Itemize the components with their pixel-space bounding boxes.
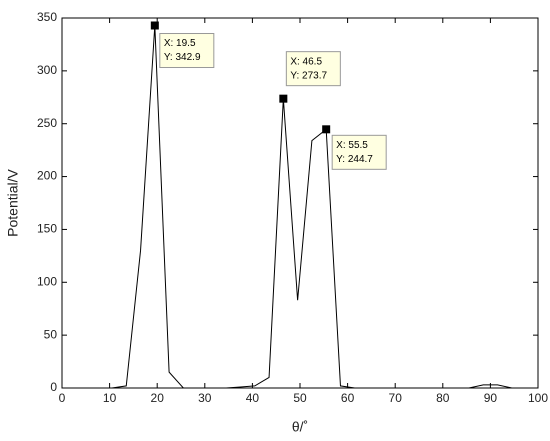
y-tick-label: 200	[37, 169, 57, 183]
data-line	[83, 25, 512, 389]
data-tip-marker	[322, 125, 331, 134]
data-tip: X: 46.5 Y: 273.7	[279, 51, 341, 103]
x-tick-label: 70	[389, 391, 403, 405]
data-tip-y: Y: 273.7	[290, 70, 327, 81]
data-tip: X: 19.5 Y: 342.9	[150, 21, 215, 69]
x-tick-label: 30	[198, 391, 212, 405]
data-tip-x: X: 19.5	[164, 38, 196, 49]
x-tick-label: 90	[484, 391, 498, 405]
y-tick-label: 100	[37, 274, 57, 288]
data-tip-x: X: 55.5	[336, 140, 368, 151]
data-tip-marker	[150, 21, 159, 30]
x-axis-label: θ/˚	[292, 419, 308, 435]
data-tip-box	[285, 51, 341, 87]
data-tip-y: Y: 244.7	[336, 154, 373, 165]
data-tip-box	[159, 33, 215, 69]
x-tick-label: 50	[293, 391, 307, 405]
data-tip-x: X: 46.5	[290, 56, 322, 67]
y-tick-label: 150	[37, 222, 57, 236]
y-tick-label: 50	[44, 327, 58, 341]
x-tick-label: 20	[151, 391, 165, 405]
x-tick-label: 10	[103, 391, 117, 405]
data-tip-y: Y: 342.9	[164, 52, 201, 63]
data-tip-box	[331, 134, 387, 170]
y-tick-label: 300	[37, 63, 57, 77]
data-tip-marker	[279, 94, 288, 103]
y-axis-label: Potential/V	[5, 168, 21, 236]
y-tick-label: 0	[50, 380, 57, 394]
data-tip: X: 55.5 Y: 244.7	[322, 125, 387, 170]
x-tick-label: 60	[341, 391, 355, 405]
y-tick-label: 350	[37, 10, 57, 24]
y-tick-label: 250	[37, 116, 57, 130]
x-tick-label: 40	[246, 391, 260, 405]
x-tick-label: 80	[436, 391, 450, 405]
x-tick-label: 100	[528, 391, 548, 405]
x-tick-label: 0	[59, 391, 66, 405]
